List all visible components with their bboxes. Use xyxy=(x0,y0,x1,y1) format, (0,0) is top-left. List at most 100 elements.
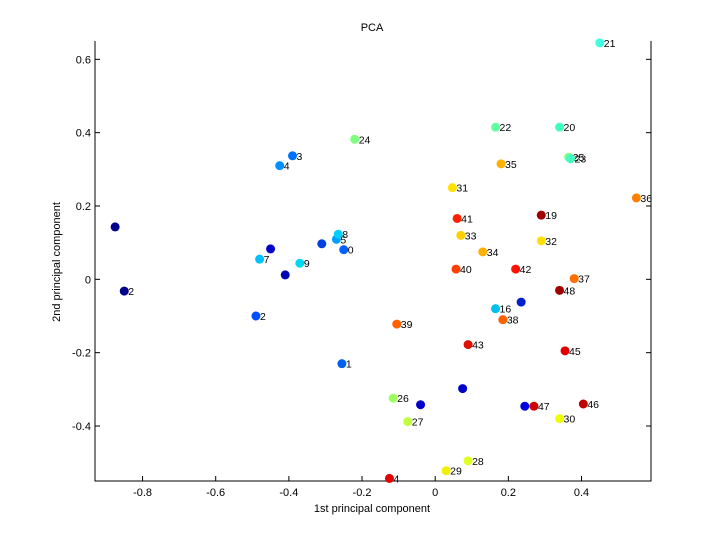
scatter-point-group: 45 xyxy=(560,346,581,358)
point-label: 32 xyxy=(545,236,557,248)
scatter-point xyxy=(119,286,129,296)
scatter-point-group: 4 xyxy=(384,473,399,485)
scatter-point-group: 9 xyxy=(295,258,310,270)
scatter-point-group: 48 xyxy=(555,285,575,297)
point-label: 8 xyxy=(342,229,348,241)
scatter-point xyxy=(595,38,605,48)
scatter-point xyxy=(447,183,457,193)
scatter-point xyxy=(463,456,473,466)
scatter-point-group: 39 xyxy=(392,319,413,331)
point-label: 4 xyxy=(284,161,290,173)
x-tick-label: 0 xyxy=(432,487,438,499)
y-tick-label: 0.4 xyxy=(76,128,91,140)
point-label: 31 xyxy=(456,183,468,195)
scatter-point-group: 28 xyxy=(463,456,484,468)
scatter-point xyxy=(458,384,468,394)
point-label: 35 xyxy=(505,159,517,171)
point-label: 23 xyxy=(575,154,587,166)
point-label: 41 xyxy=(461,213,473,225)
scatter-point xyxy=(317,239,327,249)
y-tick-label: -0.4 xyxy=(72,421,91,433)
scatter-point-group: 4 xyxy=(275,161,290,173)
scatter-point xyxy=(452,213,462,223)
point-label: 30 xyxy=(564,414,576,426)
scatter-point xyxy=(403,417,413,427)
scatter-point-group: 43 xyxy=(463,340,484,352)
point-label: 2 xyxy=(128,286,134,298)
y-tick-label: 0.2 xyxy=(76,201,91,213)
scatter-point-group xyxy=(317,239,327,249)
y-tick-label: 0 xyxy=(85,274,91,286)
point-label: 1 xyxy=(346,359,352,371)
scatter-point-group: 36 xyxy=(631,193,652,205)
scatter-point-group: 30 xyxy=(555,414,575,426)
scatter-point-group: 2 xyxy=(119,286,134,298)
x-tick-label: 0.2 xyxy=(501,487,516,499)
point-label: 2 xyxy=(260,311,266,323)
scatter-point xyxy=(498,315,508,325)
scatter-point-group: 23 xyxy=(566,154,586,166)
scatter-point-group xyxy=(280,270,290,280)
scatter-point xyxy=(478,247,488,257)
scatter-point xyxy=(555,285,565,295)
scatter-point xyxy=(555,122,565,132)
point-label: 43 xyxy=(472,340,484,352)
scatter-point-group: 37 xyxy=(569,274,590,286)
scatter-point xyxy=(280,270,290,280)
scatter-point-group xyxy=(266,244,276,254)
point-label: 0 xyxy=(348,245,354,257)
y-axis-label: 2nd principal component xyxy=(51,202,63,322)
x-tick-label: -0.4 xyxy=(279,487,298,499)
scatter-point xyxy=(456,230,466,240)
x-axis-label: 1st principal component xyxy=(314,503,430,515)
point-label: 3 xyxy=(297,151,303,163)
data-points: 2274395801242639427293140413343283422163… xyxy=(110,38,652,485)
scatter-point-group xyxy=(458,384,468,394)
point-label: 21 xyxy=(604,38,616,50)
point-label: 7 xyxy=(264,254,270,266)
point-label: 24 xyxy=(359,134,371,146)
point-label: 48 xyxy=(564,285,576,297)
scatter-point-group: 40 xyxy=(451,264,472,276)
scatter-point xyxy=(384,473,394,483)
point-label: 9 xyxy=(304,258,310,270)
scatter-point xyxy=(339,245,349,255)
x-tick-label: 0.4 xyxy=(574,487,589,499)
scatter-point-group: 35 xyxy=(496,159,517,171)
y-tick-label: 0.6 xyxy=(76,54,91,66)
point-label: 46 xyxy=(587,399,599,411)
scatter-point xyxy=(520,401,530,411)
scatter-point xyxy=(491,122,501,132)
scatter-point xyxy=(255,254,265,264)
point-label: 34 xyxy=(487,247,499,259)
scatter-point xyxy=(266,244,276,254)
scatter-point-group xyxy=(520,401,530,411)
scatter-point-group: 41 xyxy=(452,213,473,225)
scatter-point-group xyxy=(110,222,120,232)
scatter-point-group: 47 xyxy=(529,401,550,413)
scatter-point xyxy=(416,400,426,410)
scatter-point-group: 32 xyxy=(536,236,557,248)
scatter-point xyxy=(333,229,343,239)
point-label: 39 xyxy=(401,319,413,331)
scatter-point xyxy=(388,393,398,403)
scatter-point xyxy=(251,311,261,321)
point-label: 28 xyxy=(472,456,484,468)
scatter-point-group: 21 xyxy=(595,38,616,50)
scatter-point xyxy=(566,154,576,164)
scatter-point-group: 22 xyxy=(491,122,511,134)
scatter-point-group: 16 xyxy=(491,304,511,316)
x-tick-label: -0.2 xyxy=(353,487,372,499)
scatter-point-group xyxy=(416,400,426,410)
scatter-point-group: 0 xyxy=(339,245,354,257)
point-label: 47 xyxy=(538,401,550,413)
point-label: 26 xyxy=(397,393,409,405)
scatter-point xyxy=(555,414,565,424)
x-tick-label: -0.6 xyxy=(206,487,225,499)
scatter-point xyxy=(110,222,120,232)
scatter-point-group: 20 xyxy=(555,122,575,134)
scatter-point xyxy=(516,297,526,307)
scatter-point-group: 46 xyxy=(578,399,599,411)
point-label: 5 xyxy=(340,234,346,246)
